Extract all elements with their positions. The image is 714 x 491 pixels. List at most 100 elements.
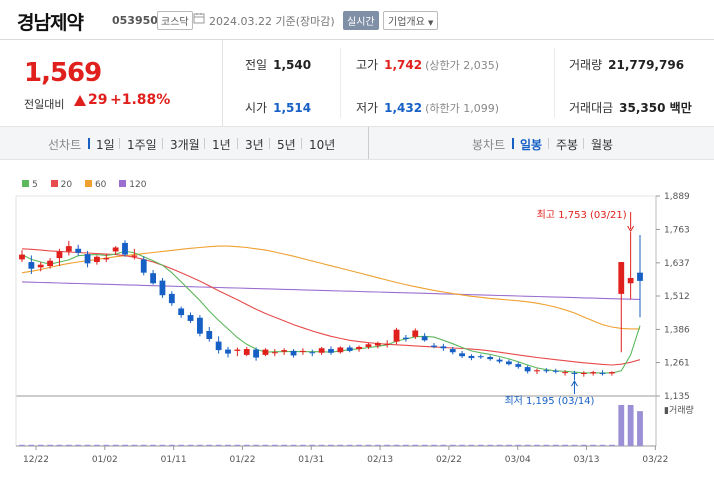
- candle-body: [215, 341, 222, 351]
- volume-bar: [515, 444, 522, 446]
- volume-bar: [506, 444, 512, 446]
- volume-bar: [459, 444, 465, 446]
- period-1d[interactable]: 1일: [96, 138, 115, 152]
- volume-bar: [215, 444, 222, 446]
- candle-chart-label: 봉차트: [472, 138, 506, 152]
- volume-bar: [131, 444, 138, 446]
- current-price: 1,569: [24, 58, 102, 88]
- volume-bar: [112, 444, 119, 446]
- candlestick-chart[interactable]: ▮거래량 1,889 1,763 1,637 1,512 1,386 1,261 1,135…: [0, 191, 714, 491]
- candle-body: [150, 273, 156, 284]
- volume-bar: [47, 444, 53, 446]
- candle-daily[interactable]: 일봉: [520, 138, 543, 152]
- header-divider: [0, 39, 714, 40]
- volume-bar: [309, 444, 316, 446]
- candle-body: [290, 350, 297, 356]
- volume-bar: [94, 444, 100, 446]
- candle-body: [384, 343, 391, 345]
- high-arrow-head: [627, 225, 635, 233]
- candle-body: [580, 372, 587, 374]
- candle-body: [627, 277, 634, 284]
- volume-bar: [431, 444, 437, 446]
- stat-low: 저가 1,432 (하한가 1,099): [356, 101, 499, 115]
- candle-body: [431, 345, 437, 347]
- legend-ma120: 120: [119, 180, 146, 190]
- candle-body: [47, 260, 53, 267]
- candle-body: [243, 349, 250, 355]
- legend-ma60: 60: [84, 180, 106, 190]
- toolbar-divider: [548, 138, 549, 149]
- candle-body: [571, 372, 578, 374]
- volume-bar: [37, 444, 44, 446]
- ma60-line: [21, 245, 640, 330]
- candle-body: [300, 350, 306, 352]
- candle-body: [618, 262, 625, 294]
- candle-body: [19, 254, 25, 260]
- stock-name: 경남제약: [17, 12, 84, 34]
- candle-body: [309, 352, 316, 354]
- y-tick-label: 1,763: [664, 225, 690, 235]
- period-3m[interactable]: 3개월: [170, 138, 200, 152]
- candle-body: [337, 347, 344, 353]
- stats-grid: 전일 1,540 고가 1,742 (상한가 2,035) 거래량 21,779,796…: [223, 40, 714, 126]
- volume-bar: [440, 444, 447, 446]
- volume-bar: [290, 444, 297, 446]
- ma120-line: [21, 281, 641, 300]
- volume-bar: [524, 444, 531, 446]
- y-tick-label: 1,637: [664, 259, 690, 269]
- volume-bar: [159, 444, 166, 446]
- candle-body: [393, 329, 400, 342]
- period-10y[interactable]: 10년: [309, 138, 336, 152]
- chevron-down-icon: ▼: [428, 19, 434, 27]
- period-1y[interactable]: 1년: [212, 138, 231, 152]
- volume-bar: [187, 444, 194, 446]
- volume-bar: [534, 444, 540, 446]
- volume-bar: [19, 444, 25, 446]
- volume-bar: [75, 444, 82, 446]
- toolbar-divider: [237, 138, 238, 149]
- stock-header: 경남제약 053950 코스닥 2024.03.22 기준(장마감) 실시간 기…: [0, 0, 714, 40]
- y-tick-label: 1,386: [664, 325, 690, 335]
- volume-bar: [421, 444, 428, 446]
- volume-bar: [487, 444, 494, 446]
- y-tick-label: 1,261: [664, 359, 690, 369]
- volume-bar: [618, 405, 625, 446]
- toolbar-divider: [88, 138, 90, 149]
- volume-bar: [271, 444, 278, 446]
- x-tick-label: 03/22: [642, 455, 668, 465]
- realtime-button[interactable]: 실시간: [343, 11, 379, 30]
- period-5y[interactable]: 5년: [277, 138, 296, 152]
- change-label: 전일대비: [24, 98, 65, 111]
- period-1w[interactable]: 1주일: [127, 138, 157, 152]
- x-tick-label: 12/22: [23, 455, 49, 465]
- volume-bar: [168, 444, 175, 446]
- candle-body: [421, 336, 428, 341]
- x-tick-label: 01/22: [229, 455, 255, 465]
- candle-body: [449, 349, 456, 353]
- candle-body: [56, 251, 63, 259]
- volume-bar: [84, 444, 91, 446]
- chart-legend: 5 20 60 120: [22, 180, 156, 190]
- stats-divider: [554, 48, 555, 118]
- x-tick-label: 02/22: [436, 455, 462, 465]
- company-info-button[interactable]: 기업개요 ▼: [383, 11, 439, 30]
- candle-body: [140, 259, 147, 273]
- volume-bar: [449, 444, 456, 446]
- volume-bar: [300, 444, 306, 446]
- candle-body: [112, 247, 119, 252]
- y-tick-label: 1,512: [664, 292, 690, 302]
- period-3y[interactable]: 3년: [245, 138, 264, 152]
- volume-bar: [103, 444, 110, 446]
- candle-weekly[interactable]: 주봉: [556, 138, 579, 152]
- candle-body: [253, 349, 259, 358]
- candle-body: [403, 337, 409, 339]
- candle-body: [328, 349, 334, 353]
- volume-bar: [599, 444, 606, 446]
- candle-monthly[interactable]: 월봉: [591, 138, 614, 152]
- stat-volume: 거래량 21,779,796: [569, 58, 685, 72]
- low-arrow-head: [571, 380, 578, 387]
- x-tick-label: 01/11: [161, 455, 187, 465]
- volume-bar: [609, 444, 615, 446]
- candle-body: [94, 256, 100, 263]
- volume-bar: [150, 444, 156, 446]
